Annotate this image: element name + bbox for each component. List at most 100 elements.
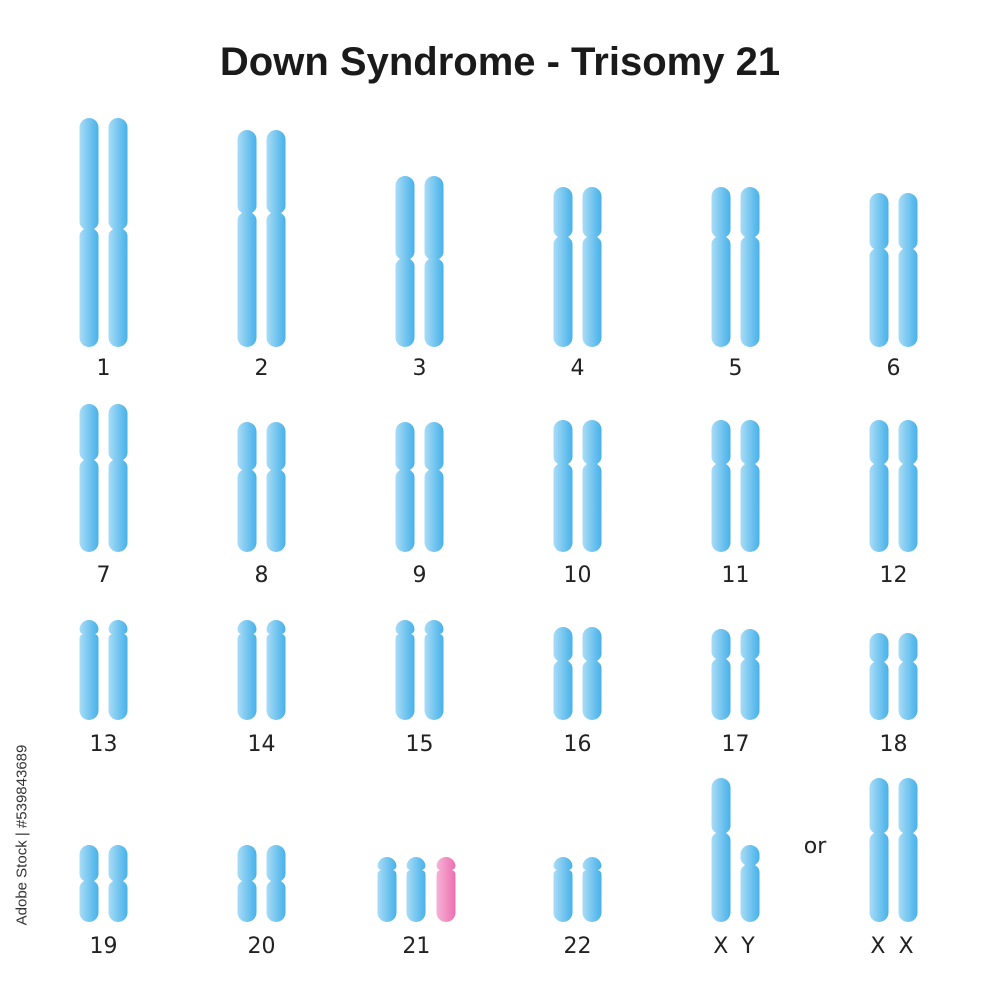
- chromosome-label: 11: [721, 563, 750, 588]
- chromosome-label: 13: [89, 732, 118, 757]
- chromosome: [869, 420, 889, 552]
- chromosome: [237, 422, 257, 552]
- or-label: or: [803, 834, 827, 859]
- chromosome-pair-20: [237, 845, 286, 923]
- chromosome-pair-18: [869, 633, 918, 720]
- chromosome: [395, 176, 415, 348]
- chromosome-label: X X: [870, 934, 917, 959]
- chromosome-pair-22: [553, 857, 602, 923]
- chromosome-pair-12: [869, 420, 918, 552]
- chromosome: [395, 422, 415, 552]
- chromosome-pair-21: [377, 857, 456, 923]
- chromosome: [266, 620, 286, 720]
- chromosome: [740, 629, 760, 720]
- chromosome-pair-4: [553, 187, 602, 348]
- chromosome: [79, 404, 99, 552]
- chromosome: [79, 620, 99, 720]
- chromosome-pair-2: [237, 130, 286, 348]
- chromosome: [406, 857, 426, 923]
- chromosome: [108, 845, 128, 923]
- chromosome: [582, 857, 602, 923]
- chromosome: [108, 118, 128, 348]
- chromosome-label: 14: [247, 732, 276, 757]
- chromosome-pair-7: [79, 404, 128, 552]
- chromosome: [266, 422, 286, 552]
- chromosome-label: 18: [879, 732, 908, 757]
- chromosome-label: 5: [728, 356, 743, 381]
- chromosome-label: 4: [570, 356, 585, 381]
- extra-chromosome-21: [436, 857, 456, 923]
- chromosome-pair-1: [79, 118, 128, 348]
- chromosome-label: 15: [405, 732, 434, 757]
- chromosome-label: 2: [254, 356, 269, 381]
- chromosome-pair-6: [869, 193, 918, 348]
- chromosome-pair-xx: [869, 778, 918, 923]
- chromosome: [266, 845, 286, 923]
- chromosome-label: 21: [402, 934, 431, 959]
- chromosome: [553, 627, 573, 720]
- chromosome-pair-8: [237, 422, 286, 552]
- chromosome-label: X Y: [713, 934, 758, 959]
- chromosome: [711, 420, 731, 552]
- chromosome: [869, 778, 889, 923]
- chromosome: [898, 778, 918, 923]
- chromosome: [553, 187, 573, 348]
- chromosome-pair-16: [553, 627, 602, 720]
- chromosome-label: 8: [254, 563, 269, 588]
- chromosome-pair-5: [711, 187, 760, 348]
- chromosome: [424, 422, 444, 552]
- chromosome: [79, 845, 99, 923]
- chromosome: [898, 420, 918, 552]
- chromosome-label: 17: [721, 732, 750, 757]
- chromosome: [395, 620, 415, 720]
- chromosome: [582, 420, 602, 552]
- chromosome: [237, 620, 257, 720]
- chromosome-label: 10: [563, 563, 592, 588]
- chromosome-pair-9: [395, 422, 444, 552]
- chromosome-label: 9: [412, 563, 427, 588]
- chromosome-label: 22: [563, 934, 592, 959]
- chromosome-pair-xy: [711, 778, 760, 923]
- chromosome-pair-11: [711, 420, 760, 552]
- chromosome: [898, 193, 918, 348]
- chromosome-label: 16: [563, 732, 592, 757]
- chromosome: [740, 187, 760, 348]
- chromosome: [108, 404, 128, 552]
- chromosome: [869, 633, 889, 720]
- chromosome-pair-15: [395, 620, 444, 720]
- chromosome: [424, 620, 444, 720]
- chromosome: [898, 633, 918, 720]
- chromosome: [740, 420, 760, 552]
- chromosome-label: 20: [247, 934, 276, 959]
- chromosome-label: 6: [886, 356, 901, 381]
- chromosome: [108, 620, 128, 720]
- chromosome: [553, 857, 573, 923]
- chromosome: [266, 130, 286, 348]
- chromosome-pair-19: [79, 845, 128, 923]
- chromosome: [740, 845, 760, 923]
- stock-watermark: Adobe Stock | #539843689: [0, 745, 44, 926]
- chromosome-pair-13: [79, 620, 128, 720]
- chromosome-label: 1: [96, 356, 111, 381]
- chromosome: [711, 629, 731, 720]
- diagram-title: Down Syndrome - Trisomy 21: [219, 40, 781, 84]
- chromosome-label: 7: [96, 563, 111, 588]
- chromosome: [237, 130, 257, 348]
- chromosome-pair-3: [395, 176, 444, 348]
- chromosome: [582, 627, 602, 720]
- chromosome-label: 19: [89, 934, 118, 959]
- chromosome-label: 3: [412, 356, 427, 381]
- chromosome: [79, 118, 99, 348]
- chromosome: [553, 420, 573, 552]
- chromosome: [582, 187, 602, 348]
- chromosome: [377, 857, 397, 923]
- chromosome-pair-14: [237, 620, 286, 720]
- chromosome: [237, 845, 257, 923]
- chromosome: [711, 187, 731, 348]
- chromosome-pair-17: [711, 629, 760, 720]
- chromosome-label: 12: [879, 563, 908, 588]
- chromosome: [424, 176, 444, 348]
- chromosome-pair-10: [553, 420, 602, 552]
- watermark-text: Adobe Stock | #539843689: [13, 744, 31, 926]
